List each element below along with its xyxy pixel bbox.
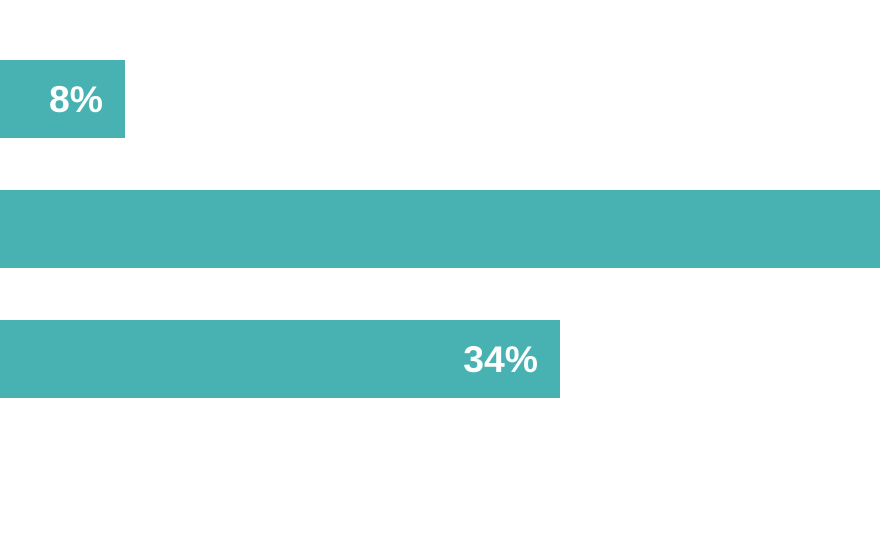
bar-3: 34% <box>0 320 560 398</box>
bar-3-label: 34% <box>463 338 538 381</box>
bar-2 <box>0 190 880 268</box>
bar-1-label: 8% <box>49 78 103 121</box>
bar-1: 8% <box>0 60 125 138</box>
chart-canvas: 8% 34% <box>0 0 880 542</box>
